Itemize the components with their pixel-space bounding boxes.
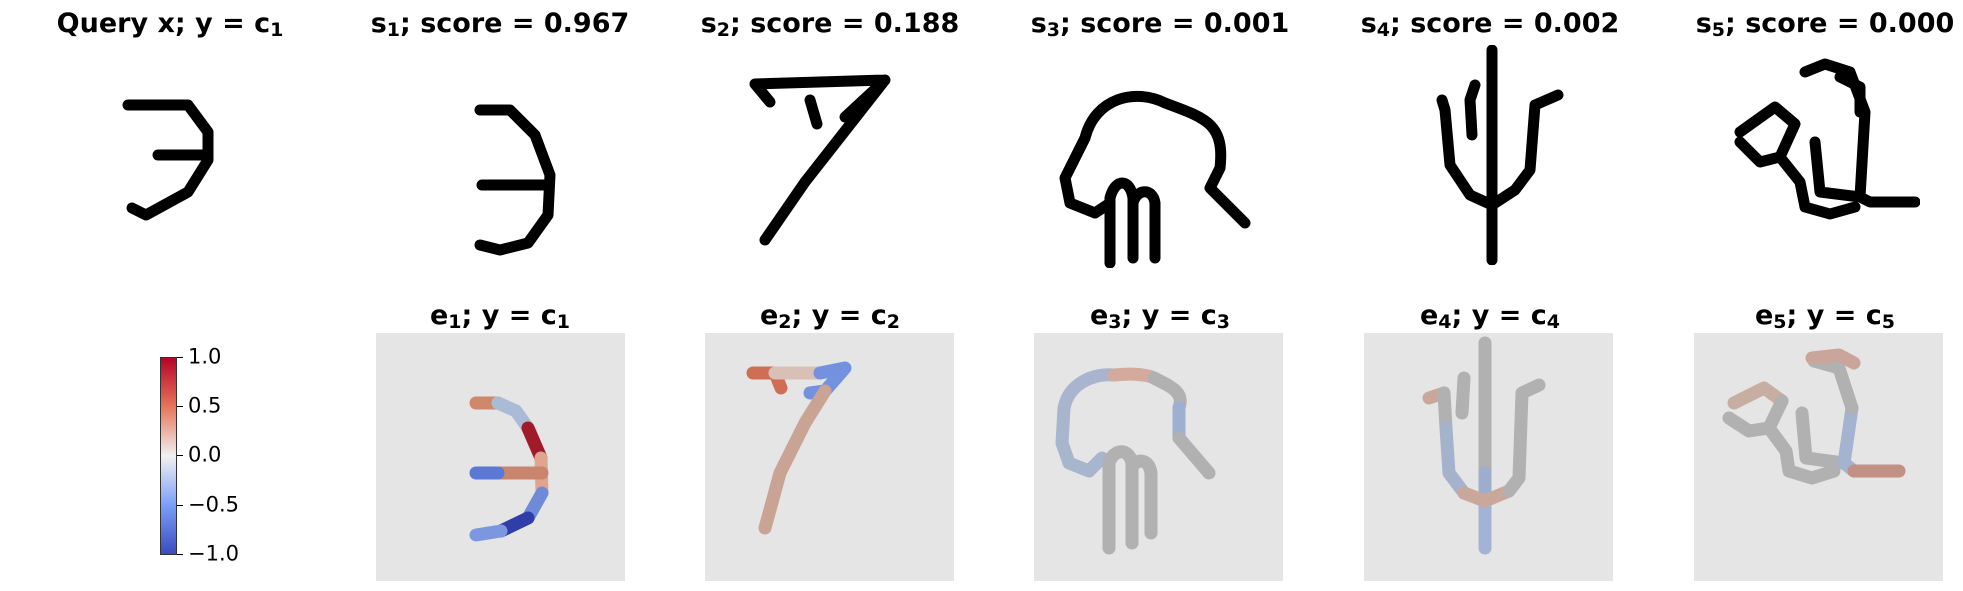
colorbar-label: 0.5 (188, 396, 221, 417)
sample-3-glyph-image (1055, 78, 1255, 268)
sample-3-title: s3; score = 0.001 (1031, 10, 1290, 37)
explanation-5-heatmap (1694, 333, 1943, 581)
colorbar (160, 357, 177, 555)
sample-4-glyph-image (1420, 45, 1570, 265)
sample-4-title: s4; score = 0.002 (1361, 10, 1620, 37)
sample-5-glyph-image (1720, 52, 1920, 232)
colorbar-label: 1.0 (188, 347, 221, 368)
colorbar-label: −1.0 (188, 544, 239, 565)
colorbar-label: −0.5 (188, 495, 239, 516)
explanation-2-title: e2; y = c2 (760, 302, 900, 329)
sample-1-title: s1; score = 0.967 (371, 10, 630, 37)
sample-5-title: s5; score = 0.000 (1696, 10, 1955, 37)
explanation-1-title: e1; y = c1 (430, 302, 570, 329)
explanation-3-heatmap (1034, 333, 1283, 581)
colorbar-tick (177, 455, 183, 456)
query-glyph-image (110, 80, 230, 230)
colorbar-label: 0.0 (188, 445, 221, 466)
explanation-1-heatmap (376, 333, 625, 581)
colorbar-tick (177, 357, 183, 358)
query-title: Query x; y = c1 (57, 10, 284, 37)
explanation-4-title: e4; y = c4 (1420, 302, 1560, 329)
explanation-5-title: e5; y = c5 (1755, 302, 1895, 329)
sample-1-glyph-image (450, 95, 570, 265)
colorbar-tick (177, 505, 183, 506)
colorbar-tick (177, 406, 183, 407)
explanation-2-heatmap (705, 333, 954, 581)
sample-2-glyph-image (745, 72, 895, 252)
sample-2-title: s2; score = 0.188 (701, 10, 960, 37)
explanation-4-heatmap (1364, 333, 1613, 581)
colorbar-tick (177, 554, 183, 555)
explanation-3-title: e3; y = c3 (1090, 302, 1230, 329)
